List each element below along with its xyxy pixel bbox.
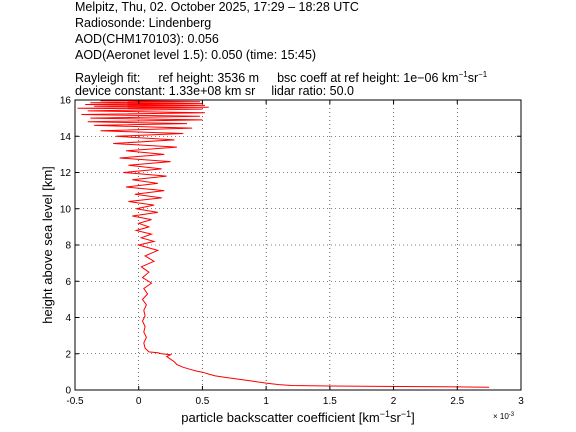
y-tick-label: 2 xyxy=(65,349,71,360)
rayleigh-fit-line: Rayleigh fit: ref height: 3536 m bsc coeff… xyxy=(75,68,487,85)
x-tick-label: 0 xyxy=(136,396,142,407)
lidar-ratio-text: lidar ratio: 50.0 xyxy=(271,84,354,98)
y-tick-label: 0 xyxy=(65,386,71,397)
y-tick-label: 6 xyxy=(65,277,71,288)
title-line-aod-aeronet: AOD(Aeronet level 1.5): 0.050 (time: 15:… xyxy=(75,48,317,62)
title-line-location-time: Melpitz, Thu, 02. October 2025, 17:29 – … xyxy=(75,0,359,14)
y-tick-label: 16 xyxy=(60,96,72,107)
x-tick-label: 2.5 xyxy=(450,396,464,407)
device-constant-line: device constant: 1.33e+08 km sr lidar rat… xyxy=(75,84,354,98)
y-tick-label: 12 xyxy=(60,168,72,179)
title-line-aod-chm: AOD(CHM170103): 0.056 xyxy=(75,32,219,46)
x-tick-label: 2 xyxy=(391,396,397,407)
ref-height-text: ref height: 3536 m xyxy=(158,71,260,86)
x-tick-label: 3 xyxy=(518,396,524,407)
backscatter-profile-line xyxy=(77,99,490,388)
bsc-coeff-text: bsc coeff at ref height: 1e−06 km−1sr−1 xyxy=(277,70,488,86)
x-tick-label: 0.5 xyxy=(195,396,209,407)
y-tick-label: 14 xyxy=(60,132,72,143)
x-tick-label: 1 xyxy=(263,396,269,407)
x-axis-label: particle backscatter coefficient [km−1sr… xyxy=(181,409,414,425)
x-tick-label: -0.5 xyxy=(66,396,84,407)
y-axis-label: height above sea level [km] xyxy=(40,166,55,324)
x-multiplier-label: × 10-3 xyxy=(493,412,515,421)
device-constant-text: device constant: 1.33e+08 km sr xyxy=(75,84,256,98)
y-tick-label: 10 xyxy=(60,204,72,215)
y-tick-label: 4 xyxy=(65,313,71,324)
x-tick-label: 1.5 xyxy=(323,396,337,407)
rayleigh-fit-label: Rayleigh fit: xyxy=(75,71,141,86)
grid-lines xyxy=(75,100,521,390)
plot-frame xyxy=(74,99,522,391)
title-line-radiosonde: Radiosonde: Lindenberg xyxy=(75,16,212,30)
series-lines xyxy=(77,99,490,388)
y-tick-label: 8 xyxy=(65,241,71,252)
